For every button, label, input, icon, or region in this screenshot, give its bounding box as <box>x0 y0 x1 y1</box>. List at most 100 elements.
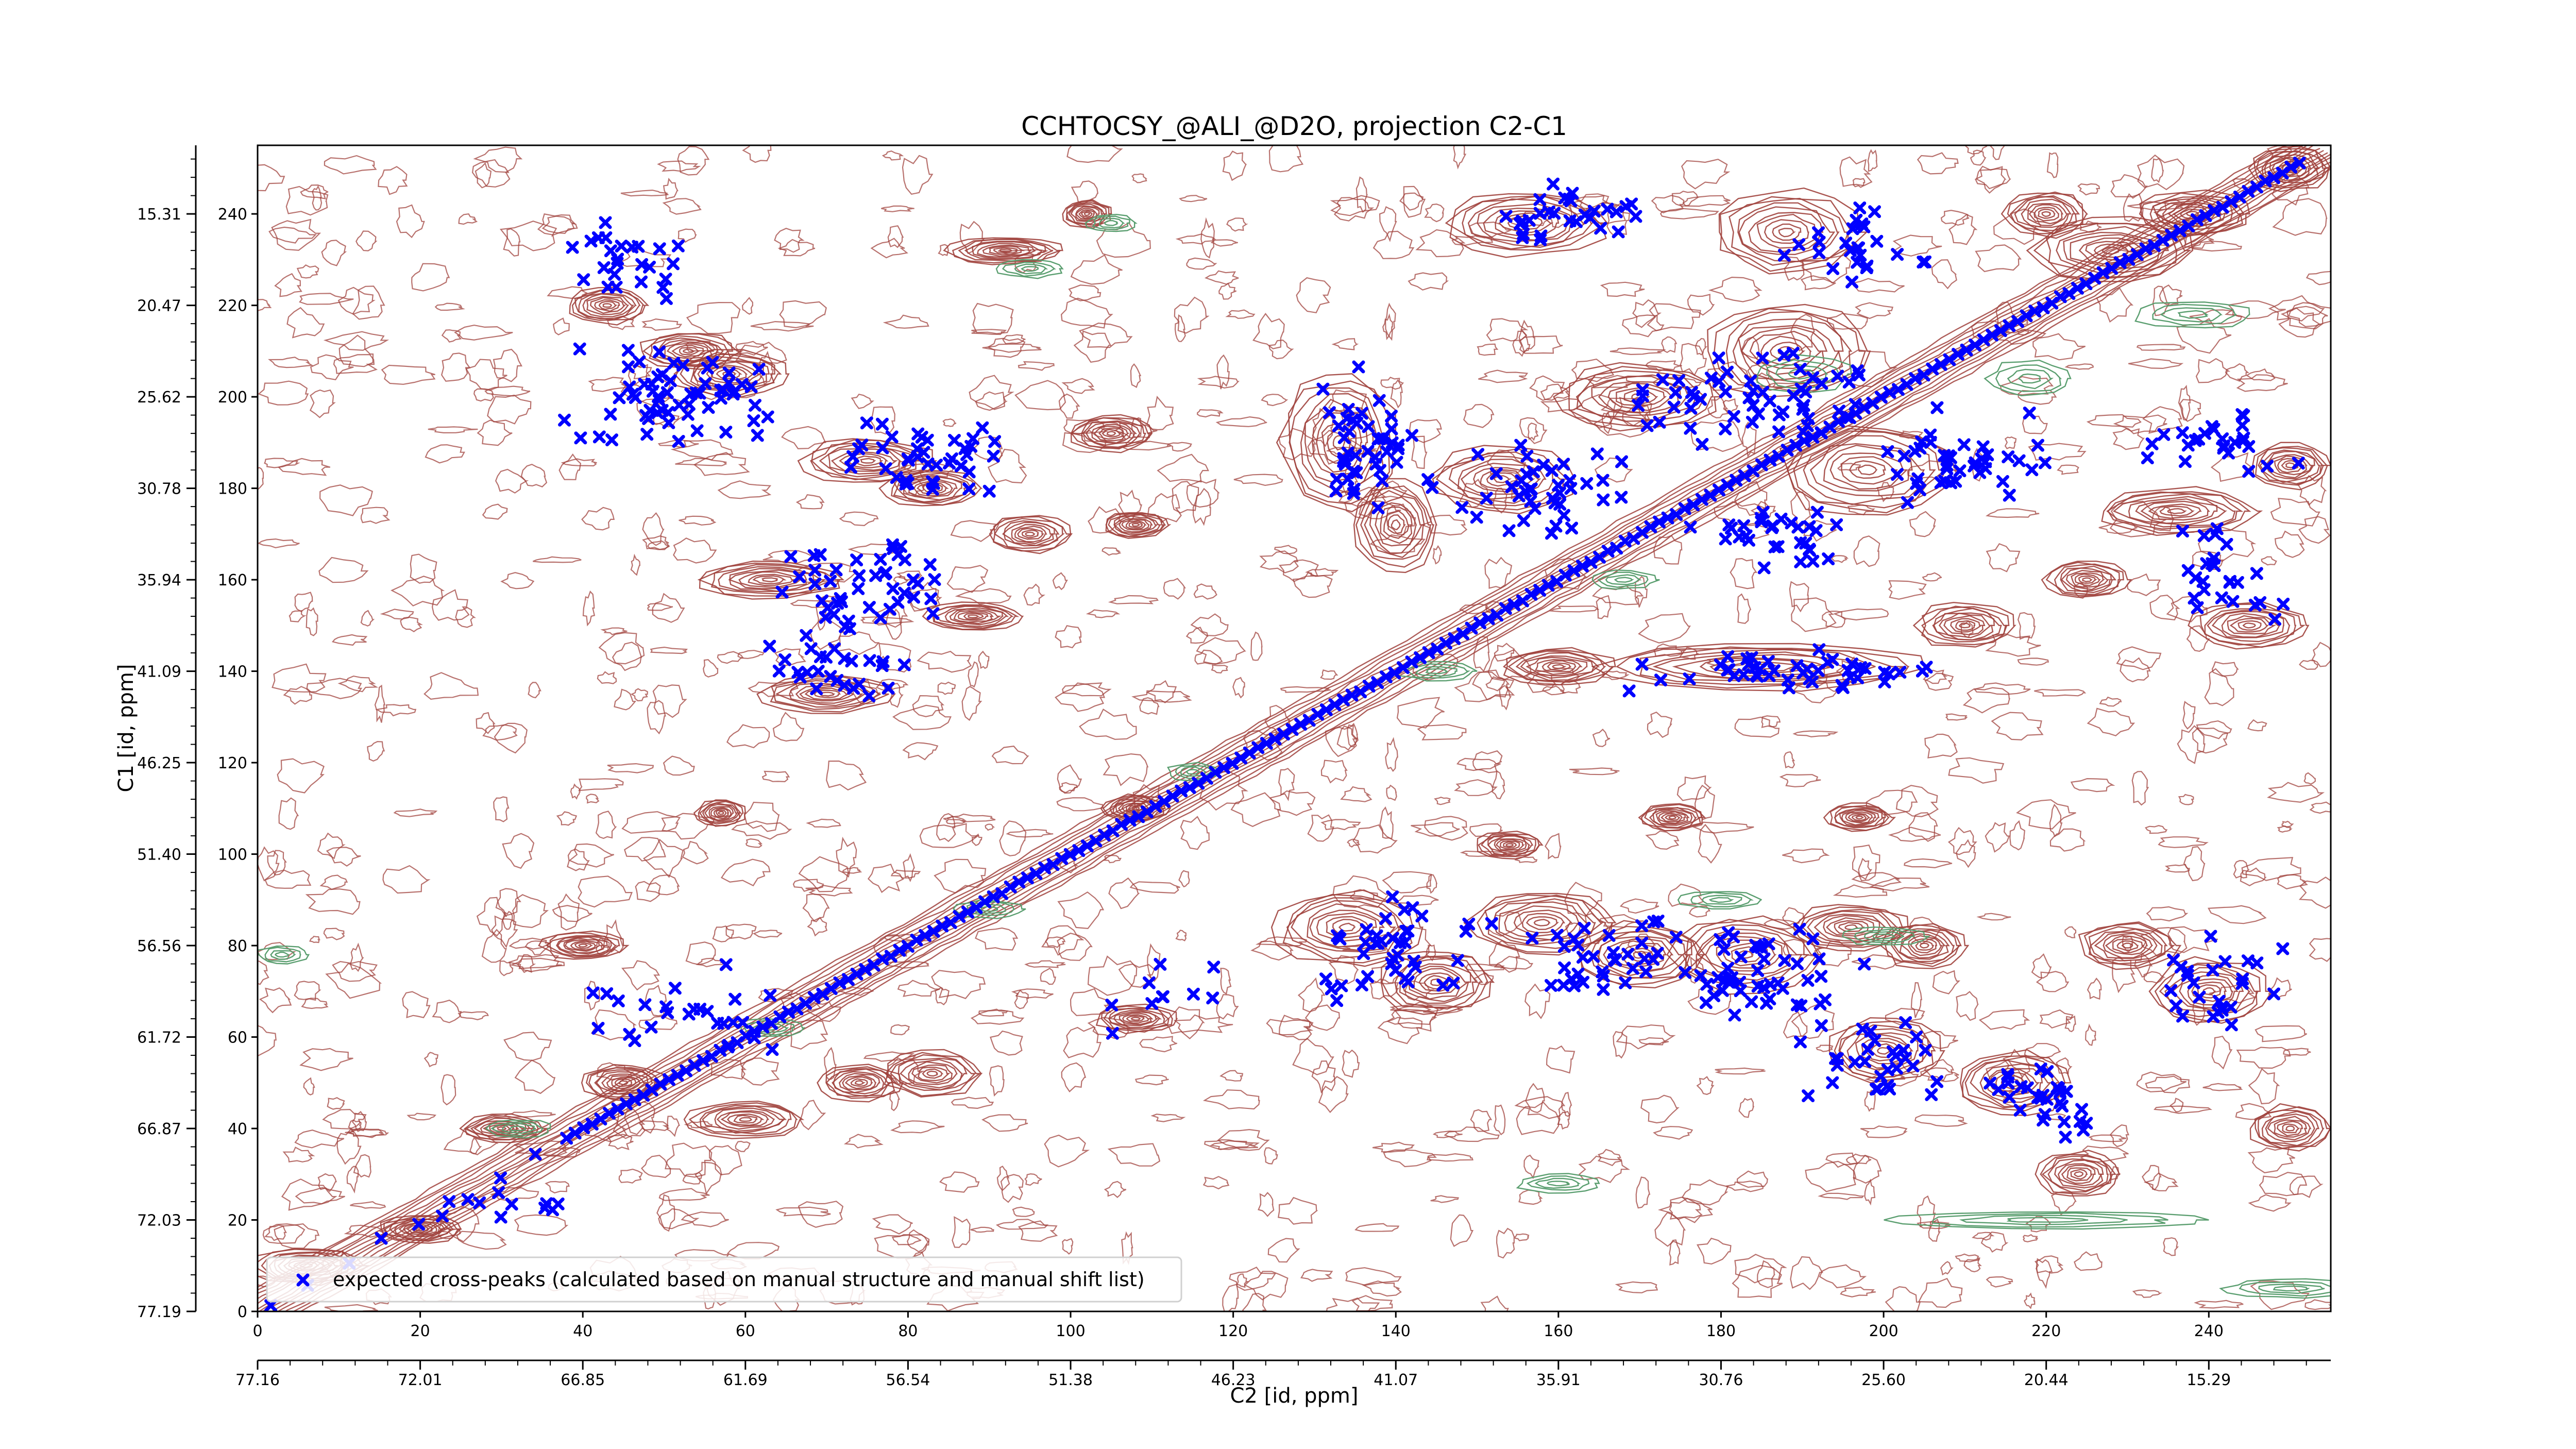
noise-contour <box>520 464 548 487</box>
noise-contour <box>1300 1269 1333 1282</box>
cross-peak-marker <box>2170 999 2183 1013</box>
cross-peak-marker <box>1156 990 1170 1003</box>
cross-peak-marker <box>1347 482 1361 496</box>
cross-peak-marker <box>1734 984 1747 998</box>
noise-contour <box>1222 150 1247 181</box>
noise-contour <box>476 712 496 734</box>
noise-contour <box>1383 1149 1437 1168</box>
cross-peak-marker <box>1385 410 1398 423</box>
cross-peak-marker <box>697 1054 710 1067</box>
cross-peak-marker <box>1897 449 1911 463</box>
noise-contour <box>1229 1267 1277 1291</box>
noise-contour <box>912 695 945 717</box>
noise-contour <box>1139 1036 1178 1053</box>
cross-peak-marker <box>1806 371 1820 384</box>
cross-peak-marker <box>1870 234 1884 248</box>
y-ppm-tick-label: 56.56 <box>137 937 181 955</box>
cross-peak-marker <box>978 895 992 908</box>
noise-contour <box>1486 318 1529 342</box>
noise-contour <box>931 970 986 999</box>
noise-contour <box>1379 206 1397 242</box>
noise-contour <box>306 607 318 636</box>
cross-peak-marker <box>1832 415 1845 428</box>
peak-contour <box>1380 951 1495 1015</box>
noise-contour <box>1230 792 1281 828</box>
noise-contour <box>1803 520 1837 542</box>
noise-contour <box>2003 1049 2032 1080</box>
cross-peak-marker <box>1755 458 1768 471</box>
cross-peak-marker <box>1565 521 1579 535</box>
noise-contour <box>1411 435 1428 469</box>
noise-contour <box>1320 819 1361 831</box>
cross-peak-marker <box>1388 666 1401 680</box>
noise-contour <box>793 562 858 584</box>
noise-contour <box>970 1009 1025 1025</box>
cross-peak-marker <box>1499 210 1513 223</box>
noise-contour <box>1931 259 1957 290</box>
cross-peak-marker <box>1635 658 1649 671</box>
cross-peak-marker <box>608 267 621 281</box>
noise-contour <box>556 811 578 826</box>
noise-contour <box>1196 409 1224 418</box>
cross-peak-marker <box>1285 722 1299 736</box>
noise-contour <box>582 591 596 627</box>
cross-peak-marker <box>1499 602 1512 615</box>
noise-contour <box>296 264 319 279</box>
cross-peak-marker <box>962 482 976 496</box>
noise-contour <box>1399 192 1424 211</box>
cross-peak-marker <box>1794 555 1807 568</box>
cross-peak-marker <box>1852 368 1866 382</box>
cross-peak-marker <box>2020 309 2033 323</box>
noise-contour <box>2140 926 2188 957</box>
cross-peak-marker <box>859 963 872 976</box>
cross-peak-marker <box>1115 818 1128 831</box>
cross-peak-marker <box>2236 972 2249 986</box>
cross-peak-marker <box>1926 362 1939 376</box>
cross-peak-marker <box>1357 947 1370 961</box>
noise-contour <box>1792 677 1838 704</box>
noise-contour <box>1131 690 1192 703</box>
cross-peak-marker <box>1810 506 1824 519</box>
cross-peak-marker <box>1809 524 1823 537</box>
cross-peak-marker <box>1683 672 1696 685</box>
cross-peak-marker <box>784 550 798 563</box>
cross-peak-marker <box>775 585 789 599</box>
noise-contour <box>748 681 799 697</box>
noise-contour <box>1107 1143 1161 1167</box>
cross-peak-marker <box>844 461 857 474</box>
noise-contour <box>726 724 770 749</box>
cross-peak-marker <box>1771 540 1785 553</box>
noise-contour <box>666 1116 680 1137</box>
noise-contour <box>2039 1009 2074 1029</box>
cross-peak-marker <box>1986 328 1999 342</box>
cross-peak-marker <box>1812 246 1826 259</box>
noise-contour <box>1192 487 1211 526</box>
noise-contour <box>1840 1286 1876 1298</box>
noise-contour <box>951 1097 994 1109</box>
cross-peak-marker <box>660 292 673 305</box>
cross-peak-marker <box>1473 616 1487 630</box>
noise-contour <box>618 1168 643 1184</box>
diagonal-contour-line <box>258 145 2308 1300</box>
cross-peak-marker <box>717 1017 731 1030</box>
cross-peak-marker <box>901 477 914 490</box>
cross-peak-marker <box>2130 248 2144 261</box>
noise-contour <box>1518 335 1563 354</box>
peak-contour <box>2188 601 2310 650</box>
cross-peak-marker <box>1557 940 1571 953</box>
noise-contour <box>1205 270 1239 285</box>
cross-peak-marker <box>2284 160 2298 174</box>
cross-peak-marker <box>1851 256 1864 269</box>
cross-peak-marker <box>831 673 844 687</box>
noise-contour <box>355 230 378 251</box>
noise-contour <box>1519 417 1548 444</box>
cross-peak-marker <box>1372 394 1386 407</box>
cross-peak-marker <box>1782 681 1795 695</box>
noise-contour <box>1147 493 1182 524</box>
legend-box <box>266 1256 1182 1303</box>
noise-contour <box>1866 789 1918 816</box>
cross-peak-marker <box>2225 1018 2238 1032</box>
cross-peak-marker <box>860 416 873 430</box>
noise-contour <box>802 893 830 921</box>
noise-contour <box>1691 821 1754 834</box>
